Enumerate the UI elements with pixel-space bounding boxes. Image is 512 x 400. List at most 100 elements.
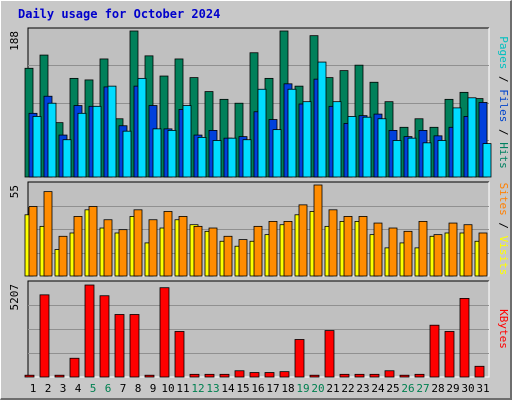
- sites-bar: [298, 204, 308, 277]
- legend-kbytes: KBytes: [497, 309, 510, 349]
- kbytes-bar: [474, 365, 485, 378]
- sites-bar: [313, 184, 323, 277]
- visitors-max-label: 55: [8, 185, 21, 198]
- pages-bar: [167, 130, 177, 178]
- x-tick-label: 10: [161, 382, 174, 395]
- kbytes-max-label: 5207: [8, 284, 21, 311]
- pages-bar: [437, 140, 447, 178]
- x-tick-label: 21: [326, 382, 339, 395]
- pages-bar: [257, 88, 267, 178]
- kbytes-bar: [114, 314, 125, 378]
- sites-bar: [388, 227, 398, 277]
- kbytes-bar: [99, 295, 110, 378]
- kbytes-bar: [399, 374, 410, 378]
- legend-hits: Hits: [497, 142, 510, 169]
- sites-bar: [223, 235, 233, 277]
- pages-bar: [272, 129, 282, 178]
- legend-separator: /: [497, 216, 510, 236]
- pages-bar: [92, 105, 102, 178]
- kbytes-bar: [324, 330, 335, 378]
- pages-bar: [287, 88, 297, 178]
- kbytes-bar: [204, 373, 215, 378]
- kbytes-bar: [279, 371, 290, 378]
- x-tick-label: 5: [90, 382, 97, 395]
- x-tick-label: 19: [296, 382, 309, 395]
- sites-bar: [208, 227, 218, 277]
- pages-bar: [212, 140, 222, 178]
- x-tick-label: 24: [371, 382, 385, 395]
- sites-bar: [463, 224, 473, 277]
- kbytes-bar: [354, 373, 365, 378]
- visitors-legend: Sites / Visits: [497, 183, 510, 276]
- x-tick-label: 15: [236, 382, 249, 395]
- pages-bar: [407, 137, 417, 178]
- legend-files: Files: [497, 89, 510, 122]
- sites-bar: [433, 234, 443, 277]
- kbytes-legend: KBytes: [497, 309, 510, 349]
- pages-bar: [152, 128, 162, 178]
- sites-bar: [418, 220, 428, 277]
- pages-bar: [347, 116, 357, 178]
- x-tick-label: 6: [105, 382, 112, 395]
- sites-bar: [373, 222, 383, 277]
- x-tick-label: 9: [150, 382, 157, 395]
- x-tick-label: 12: [191, 382, 204, 395]
- kbytes-bar: [429, 324, 440, 378]
- pages-bar: [77, 112, 87, 178]
- pages-bar: [197, 136, 207, 178]
- legend-separator: /: [497, 122, 510, 142]
- kbytes-bar: [249, 372, 260, 378]
- kbytes-bar: [129, 314, 140, 378]
- x-tick-label: 13: [206, 382, 219, 395]
- pages-bar: [302, 101, 312, 178]
- kbytes-bar: [294, 339, 305, 378]
- kbytes-bar: [189, 373, 200, 378]
- x-tick-label: 14: [221, 382, 235, 395]
- kbytes-bar: [39, 294, 50, 378]
- kbytes-bar: [369, 373, 380, 378]
- sites-bar: [28, 206, 38, 277]
- sites-bar: [238, 239, 248, 277]
- sites-bar: [133, 209, 143, 277]
- sites-bar: [268, 220, 278, 277]
- kbytes-bar: [339, 373, 350, 378]
- kbytes-bar: [159, 287, 170, 378]
- kbytes-bar: [444, 331, 455, 378]
- kbytes-bar: [144, 374, 155, 378]
- pages-bar: [182, 105, 192, 178]
- x-tick-label: 1: [30, 382, 37, 395]
- pages-bar: [422, 142, 432, 178]
- pages-bar: [482, 143, 492, 178]
- x-tick-label: 27: [416, 382, 429, 395]
- sites-bar: [43, 191, 53, 277]
- sites-bar: [103, 219, 113, 277]
- sites-bar: [343, 216, 353, 277]
- x-tick-label: 22: [341, 382, 354, 395]
- legend-visits: Visits: [497, 236, 510, 276]
- sites-bar: [253, 225, 263, 277]
- pages-bar: [362, 116, 372, 178]
- x-tick-label: 25: [386, 382, 399, 395]
- sites-bar: [148, 219, 158, 277]
- kbytes-bar: [219, 373, 230, 378]
- pages-bar: [47, 102, 57, 178]
- sites-bar: [448, 222, 458, 277]
- kbytes-panel-border: [27, 280, 489, 377]
- sites-bar: [283, 220, 293, 277]
- x-tick-label: 3: [60, 382, 67, 395]
- pages-bar: [317, 61, 327, 178]
- x-tick-label: 18: [281, 382, 294, 395]
- kbytes-bar: [414, 373, 425, 378]
- kbytes-bar: [54, 374, 65, 378]
- x-tick-label: 2: [45, 382, 52, 395]
- x-tick-label: 7: [120, 382, 127, 395]
- x-tick-label: 29: [446, 382, 459, 395]
- chart-title: Daily usage for October 2024: [18, 7, 220, 21]
- x-tick-label: 26: [401, 382, 414, 395]
- kbytes-bar: [264, 372, 275, 378]
- kbytes-bar: [84, 284, 95, 378]
- kbytes-bar: [69, 357, 80, 378]
- sites-bar: [178, 216, 188, 277]
- sites-bar: [193, 225, 203, 277]
